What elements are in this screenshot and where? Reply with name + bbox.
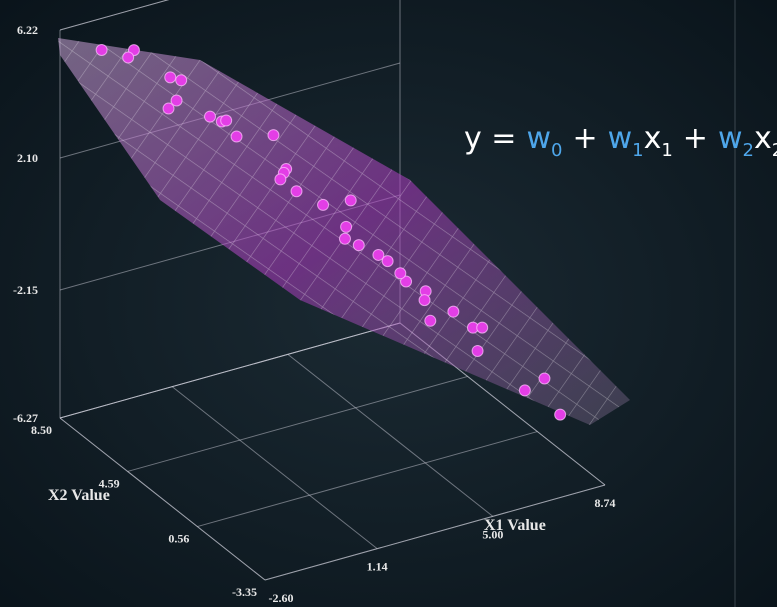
data-point [394,267,407,280]
grid-line [127,375,468,472]
eq-part: + [572,121,597,156]
data-point [554,408,567,421]
data-point [381,255,394,268]
eq-part: 2 [772,140,777,161]
eq-part: 0 [551,140,562,161]
data-point [518,384,531,397]
x1-axis-label: X1 Value [484,517,546,534]
data-point [164,71,177,84]
eq-part: w [526,121,551,156]
x2-tick-label: 0.56 [168,532,189,546]
eq-part: 1 [632,140,643,161]
eq-part: w [608,121,633,156]
grid-line [264,484,606,581]
x1-tick-label: 8.74 [595,496,616,510]
data-point [344,194,357,207]
x2-tick-label: -3.35 [232,585,257,599]
eq-part: 2 [742,140,753,161]
eq-part: x [644,121,662,156]
data-point [230,130,243,143]
data-point [400,275,413,288]
data-point [267,129,280,142]
y-tick-label: -6.27 [13,411,38,425]
y-tick-label: 6.22 [17,23,38,37]
grid-line [197,431,538,528]
grid-line [171,386,378,550]
eq-part: x [754,121,772,156]
x1-tick-label: 5.00 [482,527,503,541]
box-edge [59,417,266,581]
data-point [95,43,108,56]
grid-line [287,353,494,517]
box-edge [59,0,170,31]
x2-tick-label: 8.50 [31,423,52,437]
x2-axis-label: X2 Value [48,487,110,504]
eq-part: 1 [661,140,672,161]
data-point [338,232,351,245]
data-point [290,185,303,198]
grid-line [59,0,170,31]
points [95,43,567,421]
grid-line [59,322,401,419]
box-edge [59,322,401,419]
data-point [538,372,551,385]
eq-part: + [683,121,708,156]
grid-line [59,417,266,581]
data-point [447,305,460,318]
data-point [352,239,365,252]
x1-tick-label: 1.14 [367,560,388,574]
data-point [122,51,135,64]
y-tick-label: -2.15 [13,283,38,297]
data-point [317,198,330,211]
eq-part: y = [464,121,516,156]
data-point [274,173,287,186]
x2-tick-label: 4.59 [99,476,120,490]
data-point [372,248,385,261]
data-point [204,110,217,123]
x1-axis [264,484,606,581]
data-point [220,114,233,127]
grid-line [59,322,401,419]
data-point [175,74,188,87]
data-point [162,102,175,115]
data-point [340,220,353,233]
x1-tick-label: -2.60 [269,591,294,605]
data-point [170,94,183,107]
data-point [476,321,489,334]
data-point [471,344,484,357]
equation: y =w0+w1x1+w2x2 [464,121,777,161]
y-tick-label: 2.10 [17,151,38,165]
data-point [424,314,437,327]
eq-part: w [718,121,743,156]
data-point [418,294,431,307]
